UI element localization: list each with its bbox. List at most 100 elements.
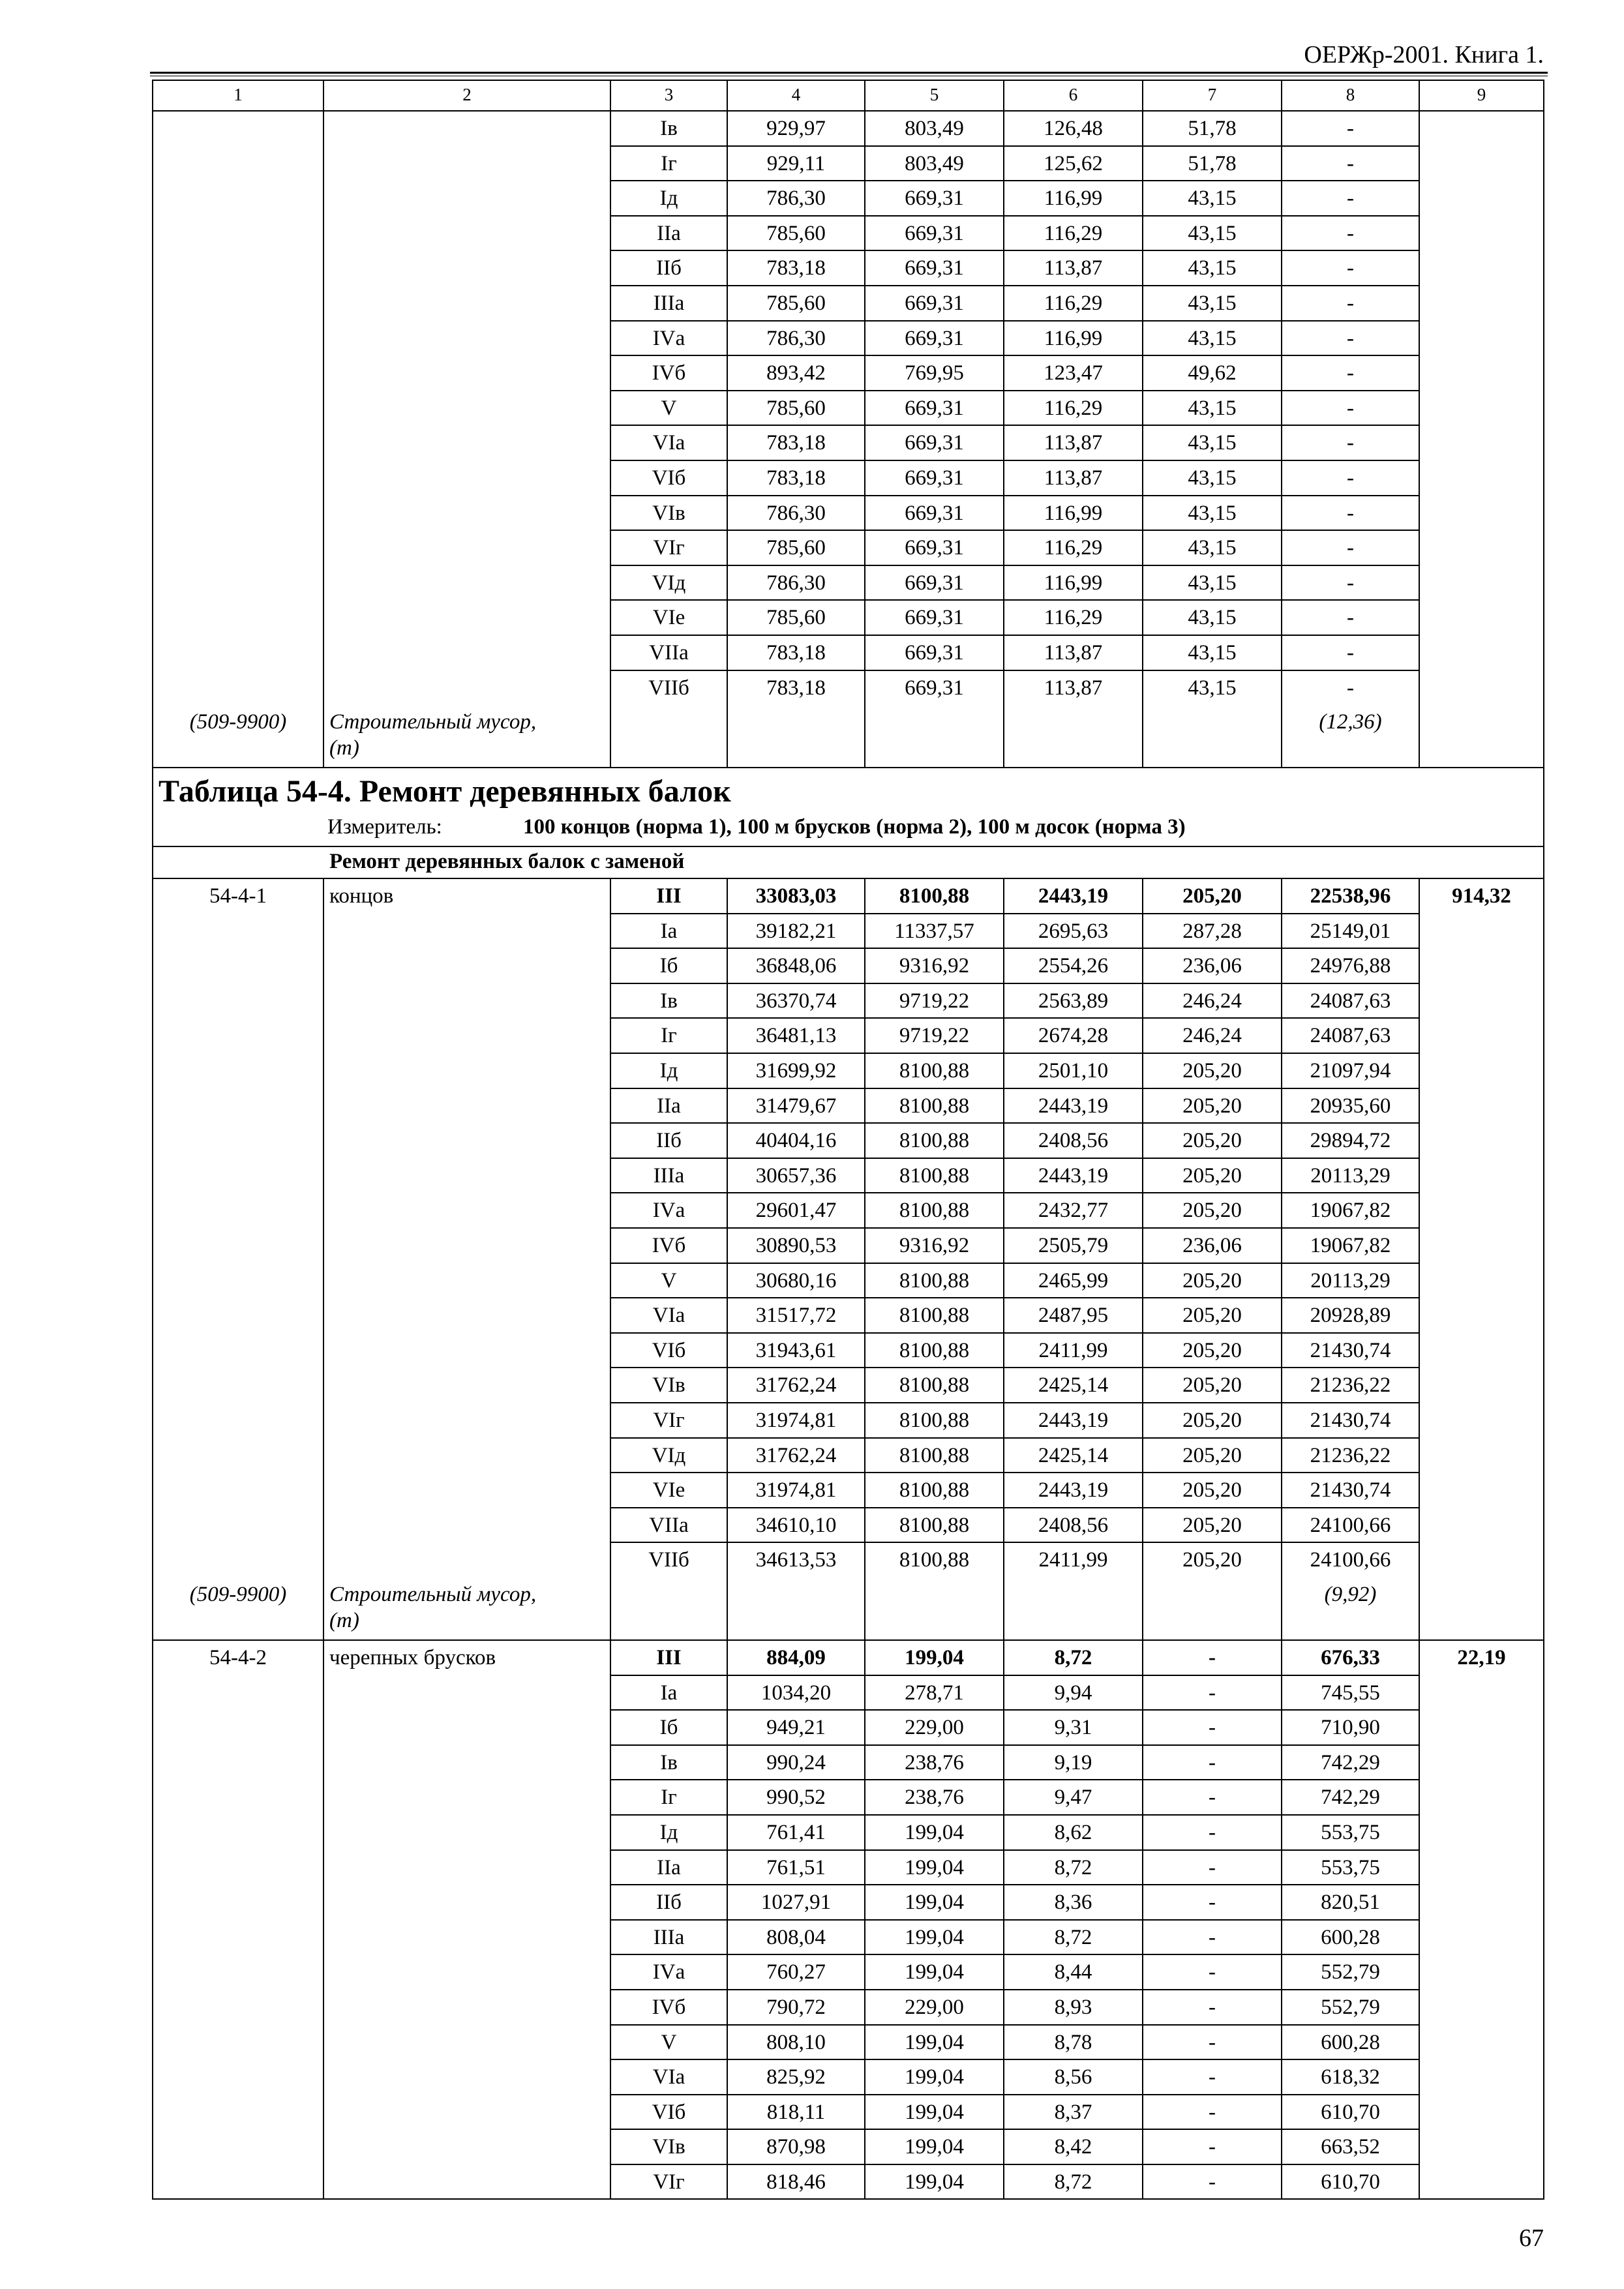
- value-cell: 205,20: [1142, 1192, 1282, 1229]
- value-cell: 769,95: [864, 355, 1004, 391]
- value-cell: 199,04: [864, 1919, 1004, 1956]
- column-number: 8: [1281, 80, 1420, 112]
- value-cell: 34613,53: [727, 1542, 865, 1641]
- value-cell: 116,29: [1003, 389, 1143, 426]
- value-cell: 783,18: [727, 459, 865, 496]
- grade-cell: IVа: [610, 1192, 728, 1229]
- value-cell: 785,60: [727, 389, 865, 426]
- table-row: IIIа 785,60 669,31 116,29 43,15-: [153, 284, 1544, 322]
- value-cell: 676,33: [1281, 1639, 1420, 1676]
- table-row: Iб 36848,06 9316,92 2554,26 236,06 24976,88: [153, 948, 1544, 984]
- value-cell: -: [1281, 284, 1420, 322]
- value-cell: 2432,77: [1003, 1192, 1143, 1229]
- value-cell: 19067,82: [1281, 1192, 1420, 1229]
- table-row: Iд 31699,92 8100,88 2501,10 205,20 21097,94: [153, 1053, 1544, 1089]
- value-cell: 8,72: [1003, 1639, 1143, 1676]
- table-row: IIа 785,60 669,31 116,29 43,15-: [153, 215, 1544, 252]
- table-row: IVб 30890,53 9316,92 2505,79 236,06 19067,82: [153, 1227, 1544, 1264]
- table-row: VIе 31974,81 8100,88 2443,19 205,20 21430,74: [153, 1472, 1544, 1508]
- table-row: VIа 31517,72 8100,88 2487,95 205,20 20928,89: [153, 1297, 1544, 1334]
- value-cell: 785,60: [727, 215, 865, 252]
- value-cell: 2554,26: [1003, 948, 1143, 984]
- value-cell: 20935,60: [1281, 1087, 1420, 1124]
- value-cell: 600,28: [1281, 2024, 1420, 2061]
- table-row: IVа 786,30 669,31 116,99 43,15-: [153, 320, 1544, 357]
- grade-cell: VIб: [610, 1332, 728, 1369]
- value-cell: 20113,29: [1281, 1157, 1420, 1194]
- table-row: Iа 39182,21 11337,57 2695,63 287,28 25149,01: [153, 912, 1544, 950]
- value-cell: -: [1281, 389, 1420, 426]
- grade-cell: VIа: [610, 2059, 728, 2095]
- value-cell: 820,51: [1281, 1884, 1420, 1921]
- grade-cell: IIIа: [610, 1157, 728, 1194]
- value-cell: 238,76: [864, 1779, 1004, 1816]
- grade-cell: Iа: [610, 1674, 728, 1711]
- title-cell: Таблица 54-4. Ремонт деревянных балок Изм…: [152, 767, 1544, 848]
- table-row: Iг 929,11 803,49 125,62 51,78-: [153, 145, 1544, 182]
- value-cell: 205,20: [1142, 1262, 1282, 1299]
- value-cell: 786,30: [727, 180, 865, 217]
- value-cell: -: [1281, 564, 1420, 601]
- value-cell: 742,29: [1281, 1744, 1420, 1781]
- value-cell: 205,20: [1142, 1157, 1282, 1194]
- value-cell: 199,04: [864, 2059, 1004, 2095]
- value-cell: 116,29: [1003, 215, 1143, 252]
- table-row: V 785,60 669,31 116,29 43,15-: [153, 389, 1544, 426]
- value-cell: 9719,22: [864, 1017, 1004, 1055]
- value-cell: 31762,24: [727, 1437, 865, 1474]
- value-cell: 663,52: [1281, 2129, 1420, 2165]
- debris-name-line: (т): [329, 736, 359, 760]
- value-cell: 2425,14: [1003, 1367, 1143, 1403]
- value-cell: 8100,88: [864, 1122, 1004, 1159]
- value-cell: 24100,66: [1281, 1506, 1420, 1544]
- grade-cell: VIе: [610, 599, 728, 636]
- value-cell: 31974,81: [727, 1402, 865, 1439]
- value-cell: 742,29: [1281, 1779, 1420, 1816]
- value-cell: 2443,19: [1003, 1087, 1143, 1124]
- value-cell: 236,06: [1142, 948, 1282, 984]
- value-cell: 205,20: [1142, 1367, 1282, 1403]
- value-cell: 205,20: [1142, 1437, 1282, 1474]
- value-cell: 2443,19: [1003, 1157, 1143, 1194]
- value-cell: 31479,67: [727, 1087, 865, 1124]
- value-cell: 745,55: [1281, 1674, 1420, 1711]
- value-cell: 8100,88: [864, 1472, 1004, 1508]
- table-row: VIIб 34613,53 8100,88 2411,99 205,20 24100,66: [153, 1542, 1544, 1641]
- value-cell: 552,79: [1281, 1954, 1420, 1990]
- value-cell: 43,15: [1142, 634, 1282, 671]
- grade-cell: VIг: [610, 530, 728, 566]
- table-row: VIе 785,60 669,31 116,29 43,15-: [153, 599, 1544, 636]
- grade-cell: IIа: [610, 215, 728, 252]
- name-cell: концов: [323, 878, 611, 1578]
- table-row: Iв 990,24 238,76 9,19-742,29: [153, 1744, 1544, 1781]
- value-cell: 238,76: [864, 1744, 1004, 1781]
- grade-cell: Iв: [610, 110, 728, 147]
- value-cell: 8,37: [1003, 2093, 1143, 2131]
- value-cell: 43,15: [1142, 494, 1282, 531]
- table-row: VIв 31762,24 8100,88 2425,14 205,20 21236,22: [153, 1367, 1544, 1403]
- value-cell: 8100,88: [864, 1332, 1004, 1369]
- value-cell: 8100,88: [864, 1087, 1004, 1124]
- value-cell: 786,30: [727, 320, 865, 357]
- value-cell: 21430,74: [1281, 1402, 1420, 1439]
- value-cell: 9719,22: [864, 982, 1004, 1019]
- grade-cell: Iд: [610, 1053, 728, 1089]
- value-cell: 8100,88: [864, 1437, 1004, 1474]
- grade-cell: VIIа: [610, 634, 728, 671]
- value-cell: -: [1281, 250, 1420, 286]
- value-cell: 783,18: [727, 425, 865, 461]
- value-cell: 808,04: [727, 1919, 865, 1956]
- value-cell: 246,24: [1142, 982, 1282, 1019]
- table-row: VIв 870,98 199,04 8,42-663,52: [153, 2129, 1544, 2165]
- value-cell: 8,36: [1003, 1884, 1143, 1921]
- value-cell: 43,15: [1142, 425, 1282, 461]
- value-cell: 710,90: [1281, 1709, 1420, 1746]
- value-cell: -: [1142, 1954, 1282, 1990]
- value-cell: 9316,92: [864, 1227, 1004, 1264]
- value-cell: 8,42: [1003, 2129, 1143, 2165]
- column-number: 5: [864, 80, 1004, 112]
- value-cell: 43,15: [1142, 250, 1282, 286]
- value-cell: 33083,03: [727, 878, 865, 914]
- value-cell: 669,31: [864, 599, 1004, 636]
- grade-cell: IVб: [610, 1227, 728, 1264]
